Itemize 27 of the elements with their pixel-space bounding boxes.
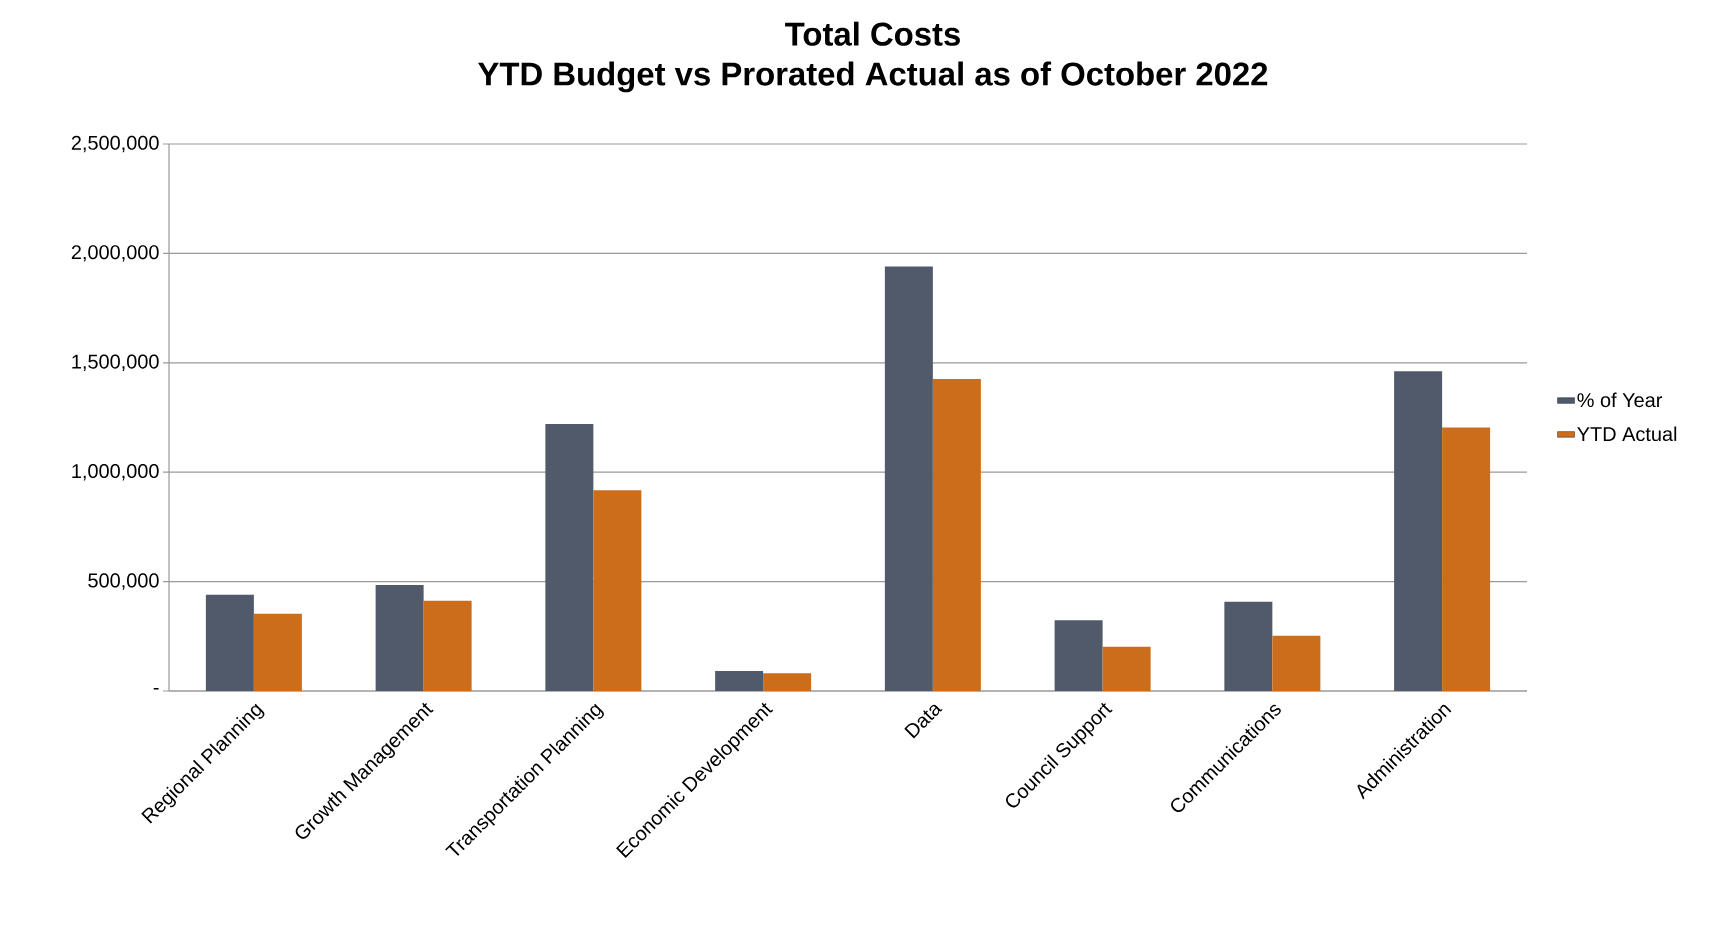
legend-label: YTD Actual (1577, 426, 1677, 442)
bar (1054, 620, 1103, 691)
bar (884, 266, 933, 691)
bar (763, 673, 812, 691)
bar (1272, 635, 1321, 691)
y-tick-label: - (153, 687, 159, 690)
bar (253, 613, 302, 691)
chart-title: Total Costs (785, 21, 960, 46)
y-tick-label: 2,500,000 (71, 135, 159, 153)
bar (1394, 371, 1443, 691)
bar (932, 378, 981, 691)
x-tick-label: Data (904, 704, 943, 739)
bar (1102, 646, 1151, 691)
bar (545, 424, 594, 691)
y-tick-label: 2,000,000 (71, 245, 159, 262)
chart-subtitle: YTD Budget vs Prorated Actual as of October 2022 (478, 61, 1268, 93)
bar (205, 594, 254, 691)
y-tick-label: 500,000 (88, 573, 159, 590)
bar (715, 671, 764, 691)
bar (593, 490, 642, 691)
bar (423, 600, 472, 691)
y-tick-label: 1,500,000 (72, 354, 159, 372)
y-tick-label: 1,000,000 (72, 463, 159, 481)
bar (1224, 601, 1273, 691)
legend-label: % of Year (1577, 392, 1663, 408)
bar (375, 585, 424, 691)
bar (1442, 427, 1491, 691)
